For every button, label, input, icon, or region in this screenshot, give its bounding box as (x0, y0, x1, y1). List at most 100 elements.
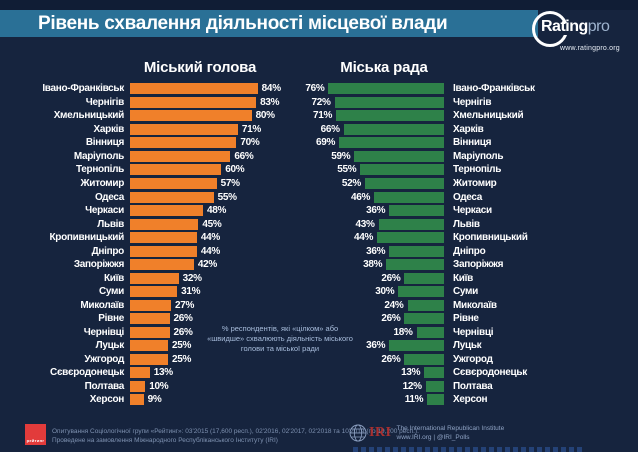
table-row: Вінниця 70% 69% Вінниця (0, 136, 638, 150)
council-value-label: 24% (384, 299, 404, 311)
council-bar (404, 272, 444, 284)
mayor-bar (130, 191, 214, 203)
mayor-bar-cell: 31% (130, 286, 302, 298)
council-bar-cell: 11% (302, 394, 444, 406)
council-bar (389, 245, 444, 257)
council-bar (343, 123, 444, 135)
mayor-bar-cell: 25% (130, 340, 302, 352)
council-value-label: 12% (402, 380, 422, 392)
mayor-value-label: 66% (234, 150, 254, 162)
mayor-value-label: 26% (173, 326, 193, 338)
right-city-label: Дніпро (453, 245, 486, 257)
mayor-value-label: 44% (200, 245, 220, 257)
mayor-bar (130, 272, 179, 284)
brand-name-suffix: pro (587, 18, 610, 35)
right-city-label: Луцьк (453, 340, 482, 352)
council-bar (328, 83, 444, 95)
left-city-label: Київ (103, 272, 124, 284)
mayor-bar (130, 367, 150, 379)
mayor-bar (130, 218, 199, 230)
council-value-label: 26% (381, 272, 401, 284)
table-row: Луцьк 25% 36% Луцьк (0, 339, 638, 353)
left-city-label: Кропивницький (49, 232, 124, 244)
mayor-bar (130, 259, 194, 271)
council-bar-cell: 76% (302, 83, 444, 95)
table-row: Миколаїв 27% 24% Миколаїв (0, 299, 638, 313)
mayor-value-label: 31% (181, 286, 201, 298)
council-bar-cell: 71% (302, 110, 444, 122)
council-bar (404, 313, 444, 325)
mayor-bar-cell: 26% (130, 313, 302, 325)
council-bar (377, 232, 444, 244)
mayor-bar (130, 123, 238, 135)
council-value-label: 52% (341, 177, 361, 189)
source-line-1: Опитування Соціологічної групи «Рейтинг»… (52, 428, 419, 435)
council-bar-cell: 26% (302, 313, 444, 325)
mayor-bar-cell: 42% (130, 259, 302, 271)
table-row: Сєвєродонецьк 13% 13% Сєвєродонецьк (0, 366, 638, 380)
iri-logo: IRI The International Republican Institu… (349, 424, 504, 442)
right-city-label: Полтава (453, 380, 493, 392)
left-city-label: Суми (99, 286, 124, 298)
mayor-bar (130, 394, 144, 406)
right-city-label: Запоріжжя (453, 259, 504, 271)
table-row: Маріуполь 66% 59% Маріуполь (0, 150, 638, 164)
mayor-value-label: 60% (225, 164, 245, 176)
chart-rows: Івано-Франківськ 84% 76% Івано-Франківсь… (0, 82, 638, 407)
mayor-value-label: 55% (217, 191, 237, 203)
right-city-label: Тернопіль (453, 164, 502, 176)
council-value-label: 18% (393, 326, 413, 338)
council-value-label: 38% (363, 259, 383, 271)
mayor-bar (130, 83, 258, 95)
mayor-bar-cell: 70% (130, 137, 302, 149)
ratingpro-logo: Ratingpro www.ratingpro.org (530, 9, 630, 57)
title-band: Рівень схвалення діяльності місцевої вла… (0, 10, 538, 37)
rating-group-logo: рейтинг (25, 424, 46, 445)
mayor-bar-cell: 84% (130, 83, 302, 95)
left-city-label: Хмельницький (53, 110, 125, 122)
council-bar-cell: 13% (302, 367, 444, 379)
council-bar (398, 286, 444, 298)
council-bar-cell: 18% (302, 326, 444, 338)
council-bar (389, 205, 444, 217)
source-text: Опитування Соціологічної групи «Рейтинг»… (52, 427, 419, 446)
council-bar-cell: 36% (302, 205, 444, 217)
mayor-value-label: 27% (175, 299, 195, 311)
left-city-label: Вінниця (85, 137, 124, 149)
mayor-bar (130, 177, 217, 189)
council-bar (378, 218, 444, 230)
mayor-bar (130, 313, 170, 325)
council-bar-cell: 43% (302, 218, 444, 230)
council-value-label: 59% (331, 150, 351, 162)
council-bar-cell: 46% (302, 191, 444, 203)
mayor-bar (130, 150, 231, 162)
left-city-label: Рівне (98, 313, 124, 325)
table-row: Чернігів 83% 72% Чернігів (0, 96, 638, 110)
mayor-bar-cell: 44% (130, 232, 302, 244)
council-value-label: 26% (381, 313, 401, 325)
left-city-label: Маріуполь (73, 150, 124, 162)
table-row: Київ 32% 26% Київ (0, 271, 638, 285)
council-bar-cell: 66% (302, 123, 444, 135)
council-value-label: 36% (366, 205, 386, 217)
brand-name-main: Rating (541, 18, 588, 35)
council-value-label: 46% (350, 191, 371, 203)
mayor-value-label: 44% (200, 232, 220, 244)
mayor-value-label: 45% (202, 218, 222, 230)
mayor-bar (130, 137, 237, 149)
left-city-label: Миколаїв (80, 299, 124, 311)
council-bar-cell: 26% (302, 272, 444, 284)
council-value-label: 36% (366, 340, 386, 352)
left-city-label: Луцьк (95, 340, 125, 352)
mayor-value-label: 25% (172, 340, 192, 352)
council-bar (404, 353, 444, 365)
mayor-bar (130, 380, 146, 392)
mayor-bar-cell: 57% (130, 177, 302, 189)
mayor-bar (130, 326, 170, 338)
council-bar (424, 367, 444, 379)
council-bar (374, 191, 444, 203)
mayor-value-label: 25% (172, 353, 192, 365)
mayor-bar (130, 340, 168, 352)
table-row: Чернівці 26% 18% Чернівці (0, 326, 638, 340)
